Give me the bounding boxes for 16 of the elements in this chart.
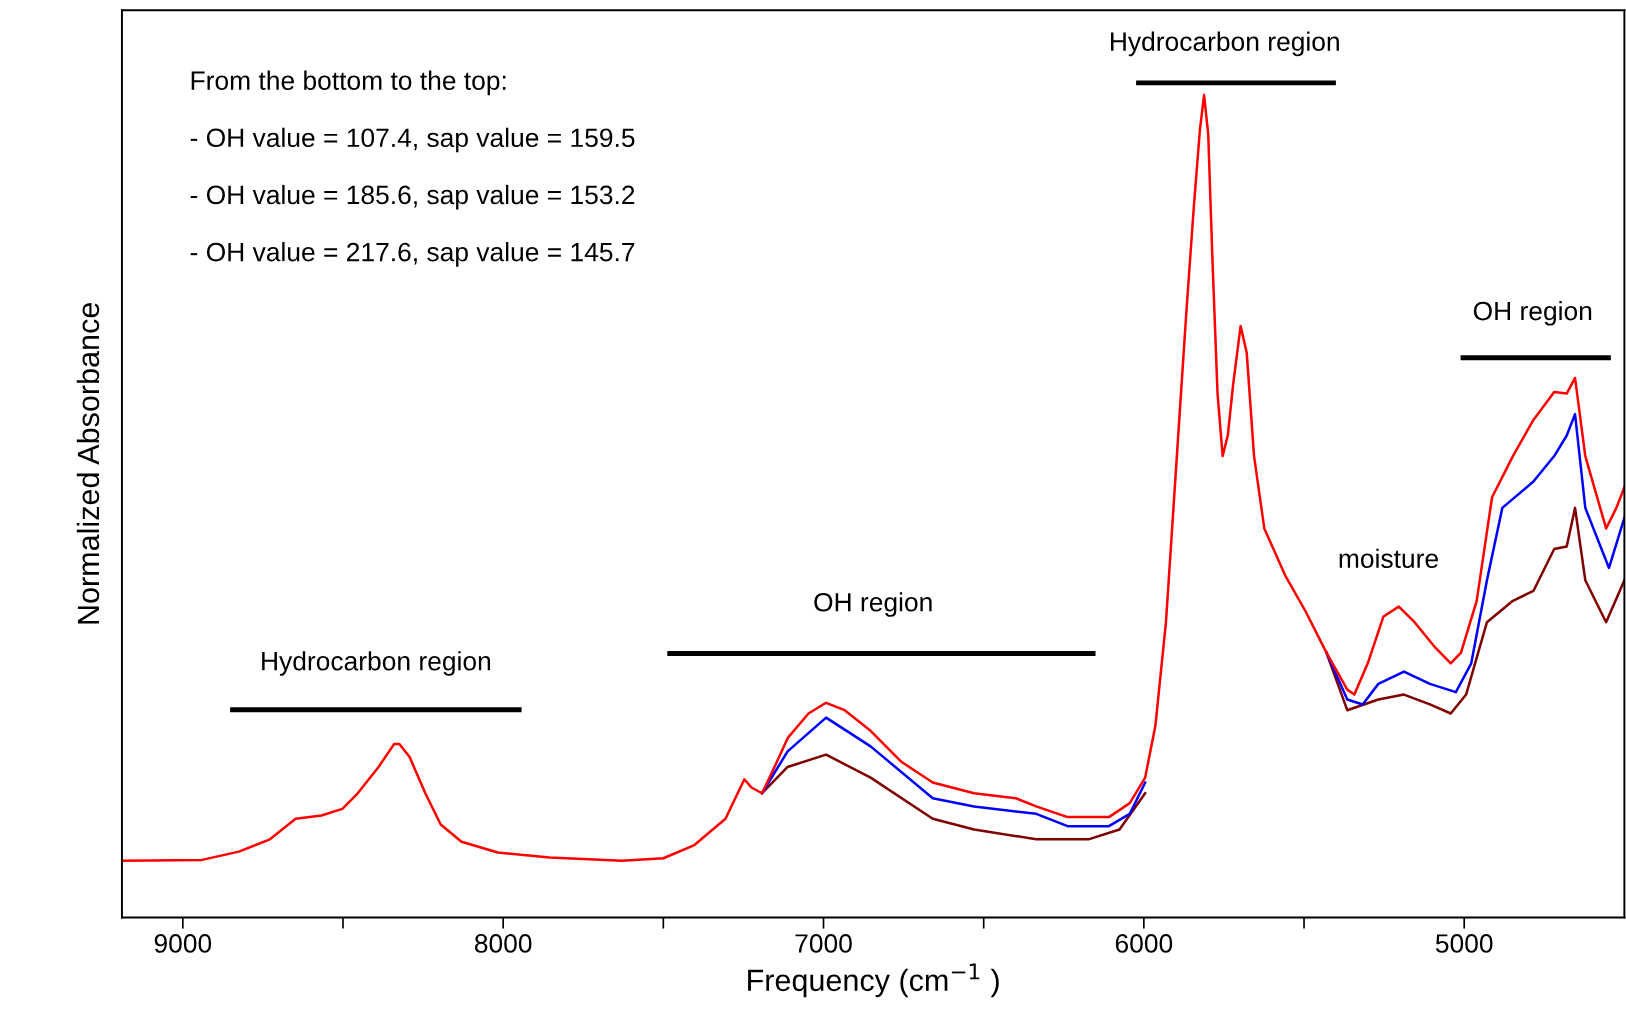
annotation: - OH value = 185.6, sap value = 153.2	[190, 184, 635, 210]
annotation: - OH value = 217.6, sap value = 145.7	[190, 242, 635, 267]
x-tick-label: 6000	[1115, 934, 1173, 953]
annotation: moisture	[1339, 548, 1438, 569]
x-tick-label: 7000	[795, 934, 852, 953]
x-tick-label: 8000	[474, 934, 532, 953]
annotation: From the bottom to the top:	[191, 70, 506, 96]
y-axis-title: Normalized Absorbance	[76, 303, 100, 624]
annotation: OH region	[814, 592, 932, 617]
x-axis-title: Frequency (cm$^{−1}$ )	[748, 963, 999, 998]
x-tick-label: 9000	[154, 934, 212, 953]
annotation: - OH value = 107.4, sap value = 159.5	[190, 127, 635, 153]
x-tick-label: 5000	[1435, 934, 1493, 953]
annotation: Hydrocarbon region	[262, 651, 491, 676]
annotation: OH region	[1473, 301, 1592, 326]
text: Hydrocarbon region	[1111, 31, 1339, 57]
